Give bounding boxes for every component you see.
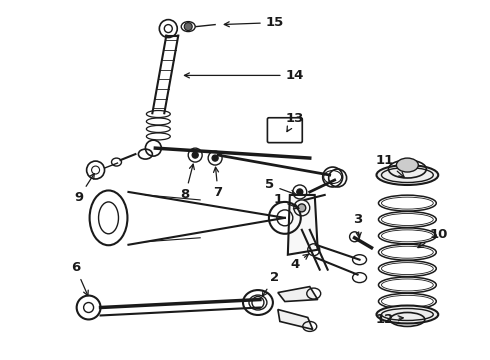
Text: 14: 14 xyxy=(184,69,304,82)
Circle shape xyxy=(212,155,218,161)
Text: 9: 9 xyxy=(74,174,94,204)
Text: 15: 15 xyxy=(224,16,284,29)
Text: 13: 13 xyxy=(286,112,304,131)
Polygon shape xyxy=(278,310,313,329)
Circle shape xyxy=(297,189,303,195)
Ellipse shape xyxy=(396,158,418,172)
Text: 6: 6 xyxy=(71,261,88,296)
Circle shape xyxy=(184,23,192,31)
Text: 12: 12 xyxy=(375,313,403,326)
Circle shape xyxy=(192,152,198,158)
Ellipse shape xyxy=(376,306,438,323)
Circle shape xyxy=(298,204,306,212)
Text: 10: 10 xyxy=(418,228,448,248)
Text: 2: 2 xyxy=(262,271,279,296)
Text: 8: 8 xyxy=(181,164,195,202)
Text: 11: 11 xyxy=(375,154,404,177)
Polygon shape xyxy=(288,195,318,255)
Polygon shape xyxy=(278,287,318,302)
Text: 7: 7 xyxy=(214,167,222,199)
FancyBboxPatch shape xyxy=(268,118,302,143)
Ellipse shape xyxy=(376,165,438,185)
Text: 4: 4 xyxy=(290,254,308,271)
Text: 3: 3 xyxy=(353,213,362,238)
Text: 5: 5 xyxy=(266,179,296,195)
Text: 1: 1 xyxy=(273,193,299,209)
